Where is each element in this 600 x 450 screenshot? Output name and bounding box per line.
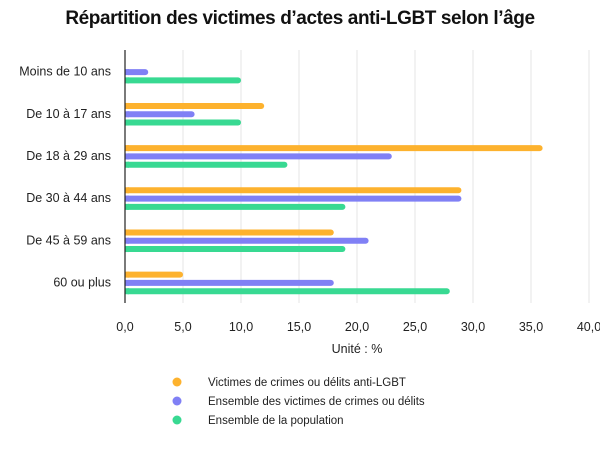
bar-base (125, 119, 129, 126)
bar (125, 145, 543, 152)
bar-base (125, 271, 129, 278)
bar-base (125, 195, 129, 202)
bar-base (125, 161, 129, 168)
bar-base (125, 288, 129, 295)
x-tick-label: 20,0 (345, 320, 369, 334)
category-label: 60 ou plus (53, 275, 111, 289)
bar (125, 246, 346, 253)
legend-label: Victimes de crimes ou délits anti-LGBT (208, 377, 406, 389)
bar (125, 195, 462, 202)
bar-base (125, 203, 129, 210)
bar (125, 161, 288, 168)
bar (125, 119, 241, 126)
bar-base (125, 153, 129, 160)
bar (125, 111, 195, 118)
category-label: De 10 à 17 ans (26, 107, 111, 121)
bar (125, 271, 183, 278)
bar (125, 288, 450, 295)
x-tick-label: 40,0 (577, 320, 600, 334)
bar-base (125, 145, 129, 152)
bar (125, 153, 392, 160)
x-tick-label: 15,0 (287, 320, 311, 334)
category-label: De 45 à 59 ans (26, 233, 111, 247)
x-tick-label: 5,0 (174, 320, 191, 334)
legend-item[interactable]: Ensemble des victimes de crimes ou délit… (172, 396, 425, 408)
legend-marker-icon (172, 415, 182, 425)
bar (125, 187, 462, 194)
x-tick-label: 25,0 (403, 320, 427, 334)
category-labels: Moins de 10 ans De 10 à 17 ans De 18 à 29 … (19, 65, 111, 290)
x-axis-title: Unité : % (332, 342, 383, 356)
bar-base (125, 229, 129, 236)
bar (125, 203, 346, 210)
bar-base (125, 69, 129, 76)
gridlines (182, 50, 590, 303)
x-tick-label: 35,0 (519, 320, 543, 334)
chart-title: Répartition des victimes d’actes anti-LG… (65, 8, 535, 29)
bar (125, 77, 241, 84)
legend-label: Ensemble de la population (208, 415, 344, 427)
bar-base (125, 77, 129, 84)
x-tick-label: 30,0 (461, 320, 485, 334)
bars (125, 69, 543, 295)
category-label: De 30 à 44 ans (26, 191, 111, 205)
legend-label: Ensemble des victimes de crimes ou délit… (208, 396, 425, 408)
category-label: Moins de 10 ans (19, 65, 111, 79)
bar-base (125, 111, 129, 118)
bar (125, 279, 334, 286)
legend-item[interactable]: Ensemble de la population (172, 415, 344, 427)
bar-base (125, 246, 129, 253)
x-tick-labels: 0,0 5,0 10,0 15,0 20,0 25,0 30,0 35,0 40,0 (116, 320, 600, 334)
legend-item[interactable]: Victimes de crimes ou délits anti-LGBT (172, 377, 406, 389)
bar (125, 69, 149, 76)
bar (125, 237, 369, 244)
bar-base (125, 279, 129, 286)
legend-marker-icon (172, 377, 182, 387)
x-tick-label: 0,0 (116, 320, 133, 334)
x-tick-label: 10,0 (229, 320, 253, 334)
category-label: De 18 à 29 ans (26, 149, 111, 163)
legend: Victimes de crimes ou délits anti-LGBT En… (172, 377, 425, 427)
bar (125, 229, 334, 236)
bar (125, 102, 265, 109)
bar-base (125, 187, 129, 194)
bar-base (125, 102, 129, 109)
bar-base (125, 237, 129, 244)
legend-marker-icon (172, 396, 182, 406)
